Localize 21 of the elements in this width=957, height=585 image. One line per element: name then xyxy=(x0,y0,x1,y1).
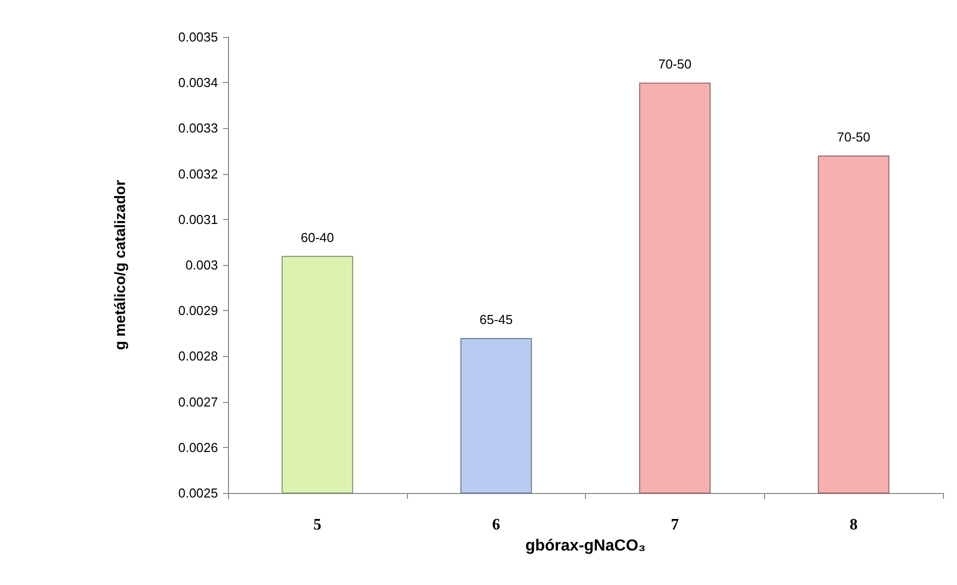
data-label: 70-50 xyxy=(837,130,870,145)
x-tick-label: 8 xyxy=(850,516,858,534)
data-label: 60-40 xyxy=(300,230,334,245)
y-tick-label: 0.0025 xyxy=(178,486,218,500)
y-tick-label: 0.0034 xyxy=(178,75,218,90)
y-tick-label: 0.0026 xyxy=(178,440,218,455)
x-tick-label: 5 xyxy=(313,516,322,534)
y-tick-label: 0.0033 xyxy=(178,120,218,136)
y-tick-label: 0.0027 xyxy=(178,394,218,410)
x-axis-title: gbórax-gNaCO₃ xyxy=(525,537,646,554)
y-tick-label: 0.0029 xyxy=(178,303,218,318)
x-tick-label: 6 xyxy=(492,516,500,534)
y-tick-label: 0.003 xyxy=(185,258,218,272)
data-label: 65-45 xyxy=(480,312,513,327)
y-tick-label: 0.0035 xyxy=(178,30,218,44)
y-axis-title: g metálico/g catalizador xyxy=(112,180,129,350)
x-tick-label: 7 xyxy=(670,516,679,534)
data-label: 70-50 xyxy=(658,56,692,72)
y-tick-label: 0.0032 xyxy=(178,166,218,182)
y-tick-label: 0.0031 xyxy=(178,212,218,227)
y-tick-label: 0.0028 xyxy=(178,348,218,364)
